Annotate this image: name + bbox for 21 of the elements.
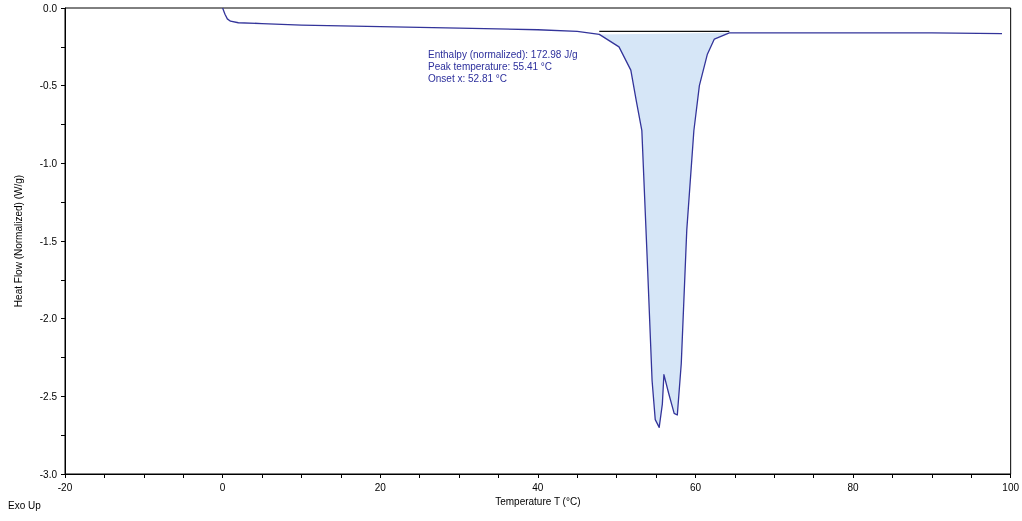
y-tick-label: -2.5	[39, 390, 58, 402]
x-axis-title: Temperature T (°C)	[495, 496, 581, 508]
text: Exo Up	[8, 499, 42, 511]
y-axis-title: Heat Flow (Normalized) (W/g)	[12, 174, 24, 308]
x-tick-label: 40	[532, 481, 544, 493]
annotation: Enthalpy (normalized): 172.98 J/g	[428, 48, 578, 60]
x-tick-label: 0	[219, 481, 226, 493]
y-tick-label: -3.0	[39, 468, 58, 480]
x-tick-label: -20	[57, 481, 73, 493]
x-tick-label: 60	[689, 481, 702, 493]
y-tick-label: 0.0	[43, 2, 58, 14]
x-tick-label: 100	[1002, 481, 1020, 493]
y-tick-label: -0.5	[39, 80, 58, 92]
x-tick-label: 20	[374, 481, 387, 493]
y-tick-label: -1.0	[39, 157, 58, 169]
y-tick-label: -1.5	[39, 235, 58, 247]
annotation: Onset x: 52.81 °C	[428, 72, 508, 84]
annotation: Peak temperature: 55.41 °C	[428, 60, 553, 72]
y-tick-label: -2.0	[39, 313, 58, 325]
line-series	[221, 7, 1003, 429]
x-tick-label: 80	[847, 481, 860, 493]
